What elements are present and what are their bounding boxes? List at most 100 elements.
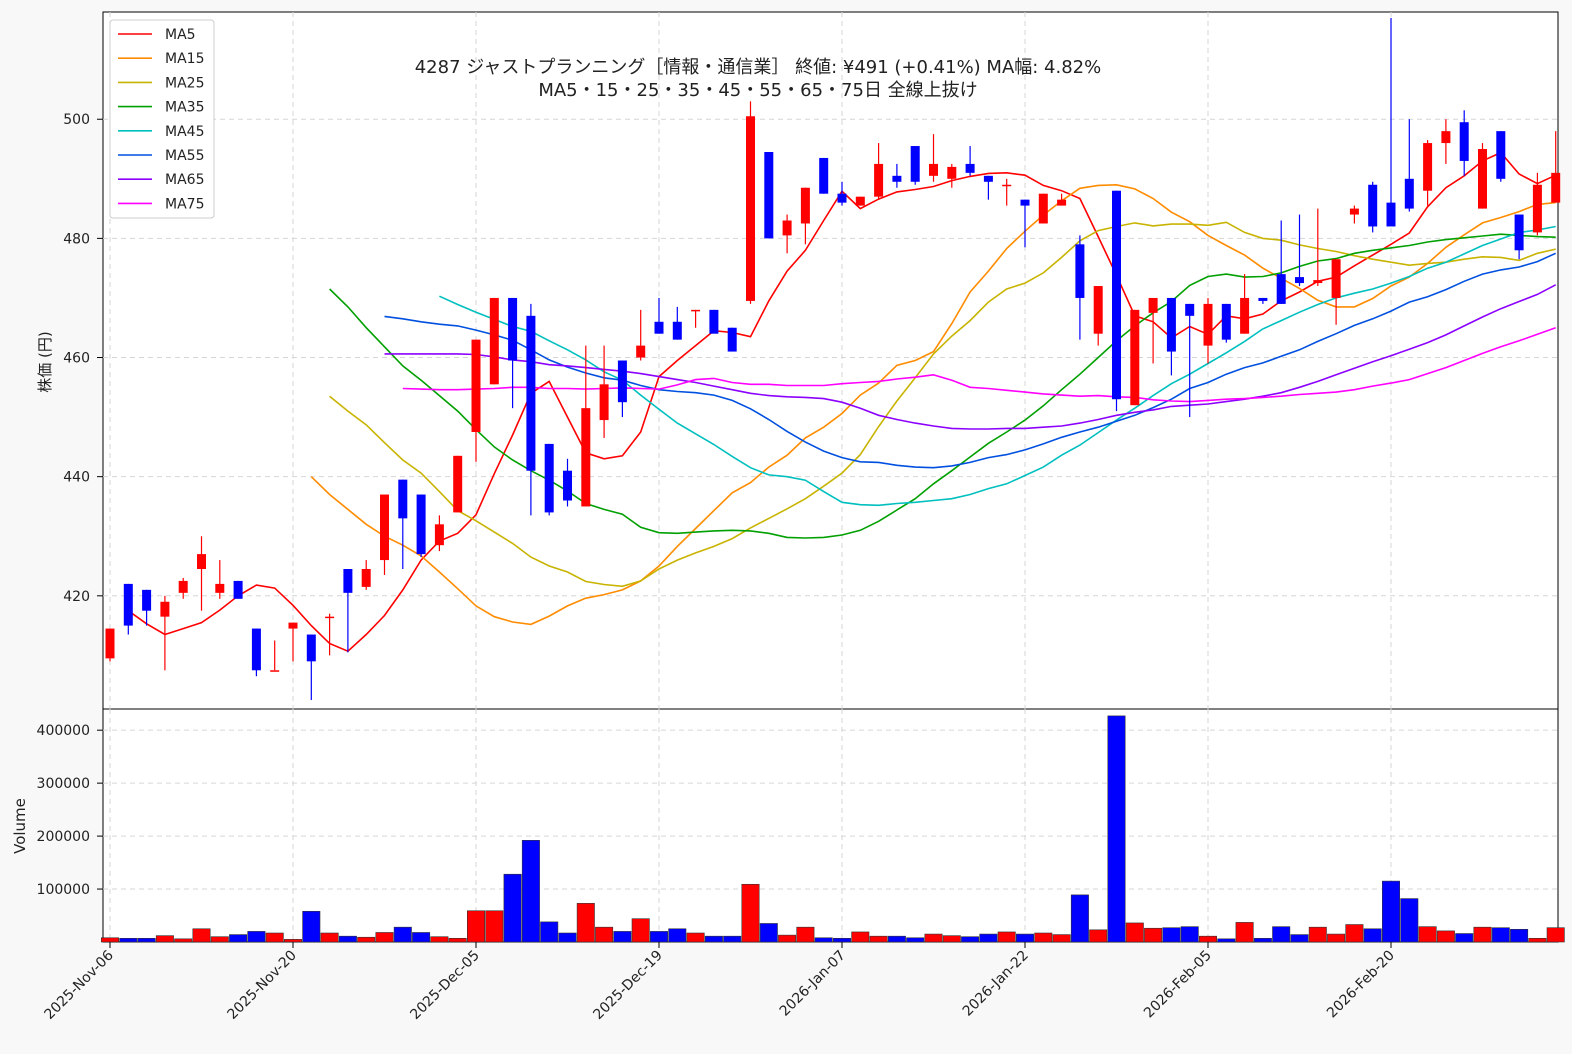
- candle-body: [123, 583, 133, 626]
- ma-line-ma55: [384, 252, 1557, 469]
- volume-panel: [102, 708, 1559, 943]
- candle-body: [508, 297, 518, 361]
- candle-body: [1258, 297, 1268, 301]
- volume-bar: [1034, 932, 1053, 943]
- volume-bar: [412, 932, 431, 943]
- candle-body: [197, 554, 206, 570]
- volume-bar: [284, 939, 302, 943]
- price-tick-label: 500: [63, 112, 90, 128]
- legend-label: MA75: [165, 196, 204, 212]
- candle-body: [1240, 297, 1250, 334]
- candle-body: [727, 327, 737, 352]
- candle-body: [1221, 303, 1231, 340]
- candle-body: [1038, 193, 1048, 224]
- volume-bar: [1418, 926, 1437, 943]
- ma-line-ma15: [310, 183, 1556, 626]
- candle-body: [1166, 297, 1176, 352]
- candle-body: [892, 175, 902, 182]
- volume-bar: [1363, 928, 1382, 943]
- candle-body: [1404, 178, 1414, 209]
- candle-body: [1386, 202, 1396, 227]
- ma-line-ma75: [402, 326, 1556, 403]
- candle-body: [691, 309, 701, 312]
- candle-body: [1368, 184, 1378, 227]
- candle-body: [1441, 131, 1451, 144]
- volume-bar: [119, 937, 138, 943]
- candle-body: [1148, 297, 1158, 313]
- volume-bar: [1491, 927, 1510, 943]
- candle-body: [361, 569, 371, 587]
- volume-bar: [375, 932, 394, 943]
- volume-bar: [1235, 922, 1254, 943]
- candle-body: [764, 151, 774, 239]
- volume-bar: [247, 931, 266, 943]
- legend-label: MA55: [165, 148, 204, 164]
- candle-body: [1057, 199, 1067, 206]
- volume-bar: [723, 935, 742, 943]
- volume-bar: [979, 933, 998, 943]
- candle-body: [910, 146, 920, 182]
- volume-bar: [650, 931, 668, 943]
- candle-body: [1478, 149, 1487, 209]
- candle-body: [1112, 190, 1121, 400]
- candle-body: [819, 157, 829, 194]
- volume-bar: [174, 938, 193, 943]
- candle-body: [709, 309, 719, 334]
- legend-label: MA45: [165, 124, 204, 140]
- candle-body: [965, 163, 975, 173]
- price-grid: [103, 12, 1558, 709]
- volume-bar: [1089, 929, 1108, 943]
- volume-bar: [1144, 927, 1163, 943]
- volume-bar: [430, 936, 449, 943]
- volume-bar: [1107, 715, 1126, 943]
- candle-body: [489, 297, 499, 385]
- candle-body: [563, 470, 572, 501]
- price-tick-label: 420: [63, 589, 90, 605]
- volume-bar: [1272, 926, 1291, 943]
- volume-bar: [869, 935, 888, 943]
- candle-body: [1093, 286, 1103, 334]
- price-axis-label: 株価 (円): [36, 331, 54, 392]
- candle-body: [654, 321, 664, 334]
- volume-bar: [558, 932, 577, 943]
- candle-body: [581, 408, 591, 507]
- candle-body: [1313, 280, 1323, 284]
- legend-label: MA5: [165, 27, 196, 43]
- volume-bar: [1217, 938, 1236, 943]
- legend-label: MA25: [165, 75, 204, 91]
- volume-bar: [613, 931, 632, 943]
- volume-bar: [1199, 935, 1217, 943]
- volume-grid: [103, 709, 1558, 942]
- candle-body: [1459, 122, 1469, 161]
- volume-bar: [448, 937, 467, 943]
- volume-bar: [686, 932, 705, 943]
- volume-bar: [265, 932, 284, 943]
- candle-body: [746, 116, 755, 301]
- volume-bar: [1016, 933, 1034, 943]
- volume-bar: [668, 928, 687, 943]
- candle-body: [1295, 277, 1304, 284]
- volume-bar: [1290, 934, 1309, 943]
- candle-body: [617, 360, 627, 403]
- volume-bar: [192, 928, 211, 943]
- volume-bar: [1308, 926, 1327, 943]
- candle-body: [983, 175, 993, 182]
- chart-subtitle: MA5・15・25・35・45・55・65・75日 全線上抜け: [538, 80, 977, 101]
- volume-axis-label: Volume: [11, 798, 29, 854]
- candle-body: [160, 601, 170, 617]
- volume-bar: [759, 923, 778, 943]
- candle-body: [453, 455, 463, 513]
- candlesticks: [105, 17, 1561, 701]
- legend-box: [109, 19, 215, 219]
- volume-bar: [1382, 880, 1400, 943]
- volume-bar: [595, 926, 614, 943]
- volume-bar: [796, 926, 815, 943]
- volume-bar: [576, 903, 595, 943]
- candle-body: [1002, 184, 1012, 187]
- volume-bar: [704, 935, 723, 943]
- volume-bar: [1436, 930, 1455, 943]
- candle-body: [544, 443, 554, 513]
- volume-tick-label: 300000: [37, 776, 90, 792]
